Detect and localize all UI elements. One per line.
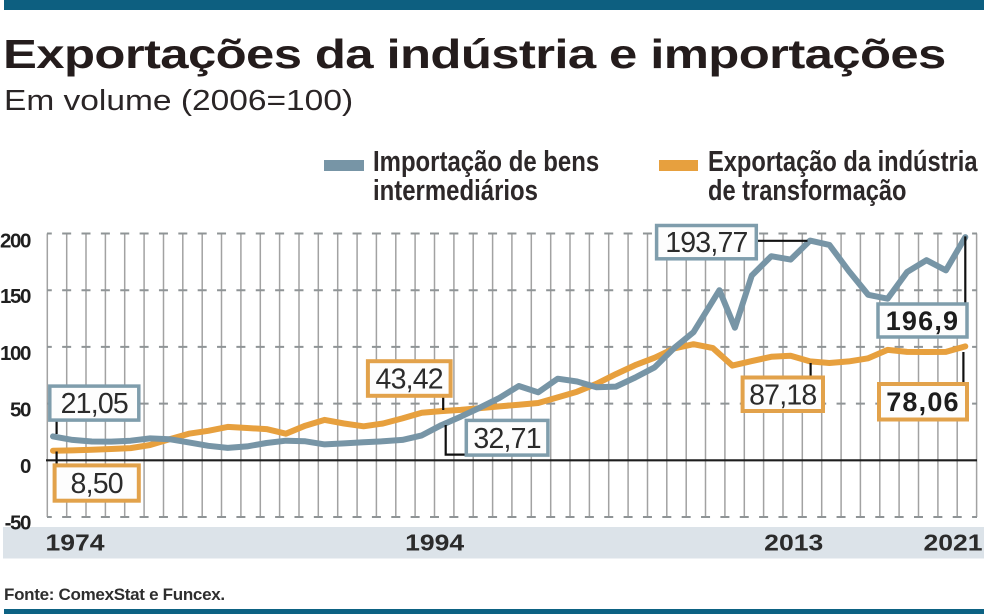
- svg-text:193,77: 193,77: [665, 227, 747, 259]
- svg-text:43,42: 43,42: [376, 364, 443, 396]
- svg-text:2021: 2021: [923, 530, 982, 556]
- svg-text:8,50: 8,50: [71, 468, 123, 500]
- svg-text:32,71: 32,71: [473, 423, 540, 455]
- svg-text:1994: 1994: [405, 530, 464, 556]
- svg-text:200: 200: [0, 230, 31, 253]
- svg-text:50: 50: [10, 398, 31, 421]
- svg-text:2013: 2013: [764, 530, 823, 556]
- svg-text:0: 0: [20, 455, 31, 478]
- svg-text:196,9: 196,9: [886, 306, 960, 336]
- svg-text:1974: 1974: [46, 530, 105, 556]
- svg-text:78,06: 78,06: [886, 387, 960, 417]
- svg-text:-50: -50: [5, 511, 31, 534]
- svg-text:150: 150: [0, 285, 31, 308]
- svg-text:21,05: 21,05: [61, 388, 128, 420]
- svg-text:87,18: 87,18: [749, 379, 816, 411]
- svg-text:100: 100: [0, 342, 31, 365]
